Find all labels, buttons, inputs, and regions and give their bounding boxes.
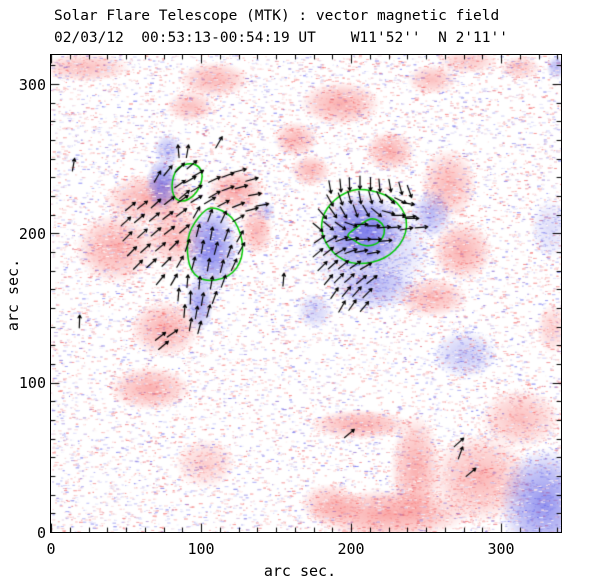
- chart-subtitle: 02/03/12 00:53:13-00:54:19 UT W11'52'' N…: [54, 30, 508, 46]
- x-axis-title: arc sec.: [263, 562, 337, 580]
- plot-area-frame: [50, 54, 562, 533]
- x-tick-label-300: 300: [487, 540, 515, 558]
- chart-title: Solar Flare Telescope (MTK) : vector mag…: [54, 8, 500, 24]
- x-tick-label-200: 200: [337, 540, 365, 558]
- magnetogram-canvas: [51, 55, 561, 532]
- y-tick-label-200: 200: [18, 225, 46, 243]
- y-tick-label-0: 0: [36, 524, 46, 542]
- x-tick-label-100: 100: [187, 540, 215, 558]
- y-tick-label-100: 100: [18, 374, 46, 392]
- x-tick-label-0: 0: [46, 540, 56, 558]
- y-axis-title: arc sec.: [4, 258, 22, 332]
- y-tick-label-300: 300: [18, 76, 46, 94]
